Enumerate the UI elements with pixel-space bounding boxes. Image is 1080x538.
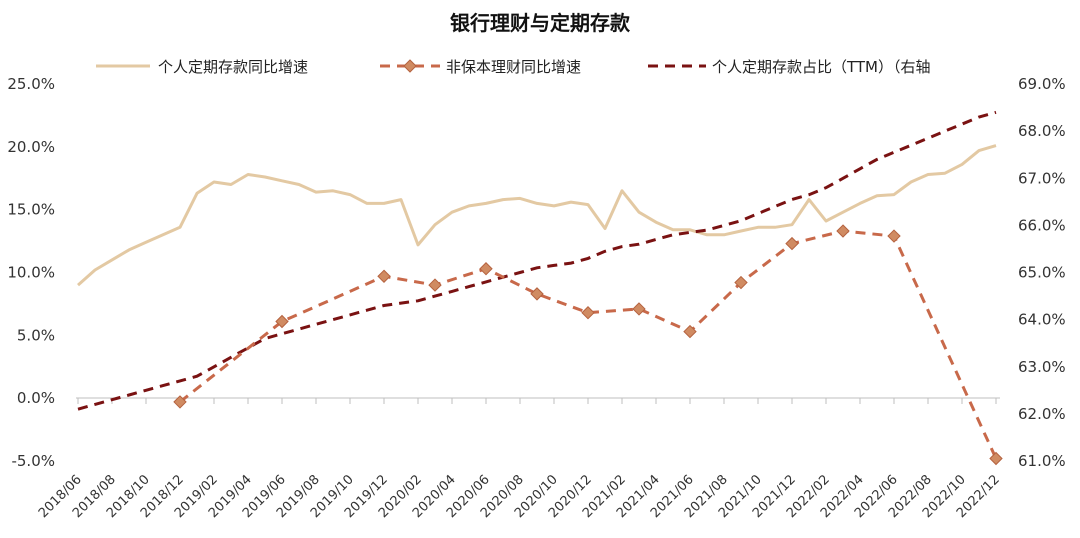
right-tick-label: 68.0% [1018, 122, 1066, 140]
right-tick-label: 69.0% [1018, 75, 1066, 93]
left-tick-label: 15.0% [7, 201, 55, 219]
left-tick-label: 25.0% [7, 75, 55, 93]
left-tick-label: 5.0% [17, 326, 55, 344]
right-tick-label: 61.0% [1018, 452, 1066, 470]
right-tick-label: 65.0% [1018, 264, 1066, 282]
wealth-growth-marker [887, 229, 901, 243]
left-tick-label: 10.0% [7, 264, 55, 282]
wealth-growth-marker [683, 324, 697, 339]
wealth-growth-marker [479, 262, 493, 276]
series-line-wealth-growth [179, 229, 998, 460]
legend-label-wealth-growth: 非保本理财同比增速 [446, 58, 581, 76]
wealth-growth-marker [428, 278, 442, 292]
legend: 个人定期存款同比增速 非保本理财同比增速 个人定期存款占比（TTM）（右轴 [96, 58, 931, 76]
series-line-deposit-share [77, 110, 997, 411]
legend-label-deposit-growth: 个人定期存款同比增速 [158, 58, 308, 76]
right-tick-label: 62.0% [1018, 405, 1066, 423]
wealth-growth-marker [836, 224, 850, 238]
wealth-growth-marker [377, 269, 391, 283]
left-y-axis: -5.0% 0.0% 5.0% 10.0% 15.0% 20.0% 25.0% [7, 75, 55, 470]
wealth-growth-marker [734, 275, 748, 290]
right-tick-label: 63.0% [1018, 358, 1066, 376]
right-tick-label: 67.0% [1018, 169, 1066, 187]
wealth-growth-marker [581, 306, 595, 320]
wealth-growth-marker [632, 302, 646, 316]
left-tick-label: 0.0% [17, 389, 55, 407]
legend-label-deposit-share: 个人定期存款占比（TTM）（右轴 [712, 58, 931, 76]
wealth-growth-marker [989, 451, 1003, 466]
x-axis: 2018/062018/082018/102018/122019/022019/… [36, 398, 1003, 521]
legend-marker-wealth-growth [403, 59, 417, 73]
series-line-deposit-growth [77, 144, 997, 287]
left-tick-label: 20.0% [7, 138, 55, 156]
wealth-growth-marker [530, 287, 544, 301]
right-tick-label: 66.0% [1018, 216, 1066, 234]
wealth-growth-marker [275, 314, 289, 329]
right-tick-label: 64.0% [1018, 311, 1066, 329]
left-tick-label: -5.0% [11, 452, 55, 470]
right-y-axis: 61.0% 62.0% 63.0% 64.0% 65.0% 66.0% 67.0% 68.0%… [1018, 75, 1066, 470]
series-markers-wealth-growth [173, 224, 1003, 466]
wealth-growth-marker [173, 395, 187, 409]
wealth-growth-marker [785, 236, 799, 251]
chart-title: 银行理财与定期存款 [450, 11, 631, 35]
